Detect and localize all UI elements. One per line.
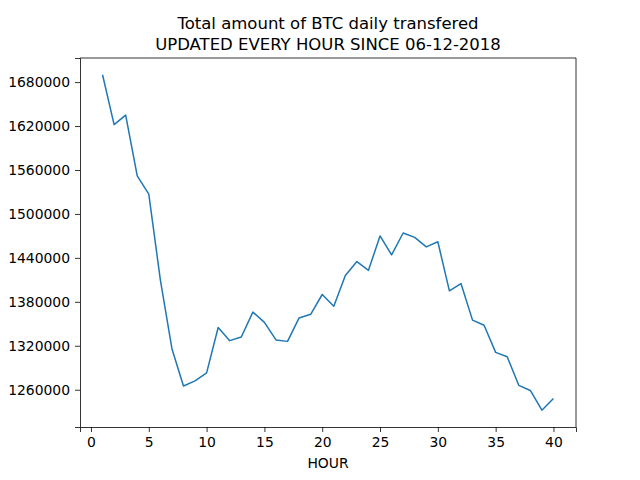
tick-mark — [75, 82, 80, 83]
tick-mark — [75, 170, 80, 171]
tick-label: 35 — [487, 434, 505, 450]
tick-mark — [380, 427, 381, 432]
data-line — [103, 75, 554, 410]
tick: 1320000 — [8, 338, 80, 354]
subtitle: UPDATED EVERY HOUR SINCE 06-12-2018 — [155, 35, 501, 54]
tick-mark — [75, 346, 80, 347]
tick-mark — [553, 427, 554, 432]
tick: 25 — [372, 427, 390, 450]
plot-area — [103, 75, 554, 410]
tick-mark — [207, 427, 208, 432]
tick-label: 5 — [145, 434, 154, 450]
tick-label: 1320000 — [8, 338, 70, 354]
tick-label: 40 — [545, 434, 563, 450]
tick: 1500000 — [8, 206, 80, 222]
tick-mark — [75, 126, 80, 127]
tick-label: 1680000 — [8, 74, 70, 90]
tick-mark — [75, 302, 80, 303]
tick-label: 20 — [314, 434, 332, 450]
tick: 20 — [314, 427, 332, 450]
axis-line — [81, 428, 577, 433]
tick-mark — [322, 427, 323, 432]
tick-mark — [91, 427, 92, 432]
tick: 1380000 — [8, 294, 80, 310]
tick: 10 — [198, 427, 216, 450]
tick: 1680000 — [8, 74, 80, 90]
tick: 5 — [145, 427, 154, 450]
tick-mark — [149, 427, 150, 432]
x-axis-title: HOUR — [307, 455, 349, 471]
tick-mark — [264, 427, 265, 432]
tick-label: 1440000 — [8, 250, 70, 266]
x-axis: 0 5 10 15 20 25 30 35 40 — [81, 427, 577, 450]
tick-label: 1260000 — [8, 382, 70, 398]
y-axis: 1260000 1320000 1380000 1440000 1500000 15600… — [8, 59, 80, 428]
tick: 1440000 — [8, 250, 80, 266]
tick-label: 30 — [429, 434, 447, 450]
tick-label: 15 — [256, 434, 274, 450]
tick: 1260000 — [8, 382, 80, 398]
tick-label: 0 — [87, 434, 96, 450]
title: Total amount of BTC daily transfered — [176, 14, 478, 33]
tick: 35 — [487, 427, 505, 450]
tick-mark — [496, 427, 497, 432]
frame-top — [80, 58, 576, 59]
tick-label: 1500000 — [8, 206, 70, 222]
tick-mark — [75, 258, 80, 259]
tick-label: 1620000 — [8, 118, 70, 134]
tick: 1620000 — [8, 118, 80, 134]
tick-label: 1380000 — [8, 294, 70, 310]
tick: 0 — [87, 427, 96, 450]
tick-mark — [438, 427, 439, 432]
tick: 1560000 — [8, 162, 80, 178]
tick-label: 10 — [198, 434, 216, 450]
axis-line — [75, 59, 81, 428]
tick-label: 25 — [372, 434, 390, 450]
tick-label: 1560000 — [8, 162, 70, 178]
tick: 40 — [545, 427, 563, 450]
tick: 15 — [256, 427, 274, 450]
tick-mark — [75, 390, 80, 391]
tick: 30 — [429, 427, 447, 450]
chart: 0 5 10 15 20 25 30 35 40 1260000 1320000 1380000 144… — [0, 0, 640, 480]
tick-mark — [75, 214, 80, 215]
frame-right — [576, 58, 577, 427]
